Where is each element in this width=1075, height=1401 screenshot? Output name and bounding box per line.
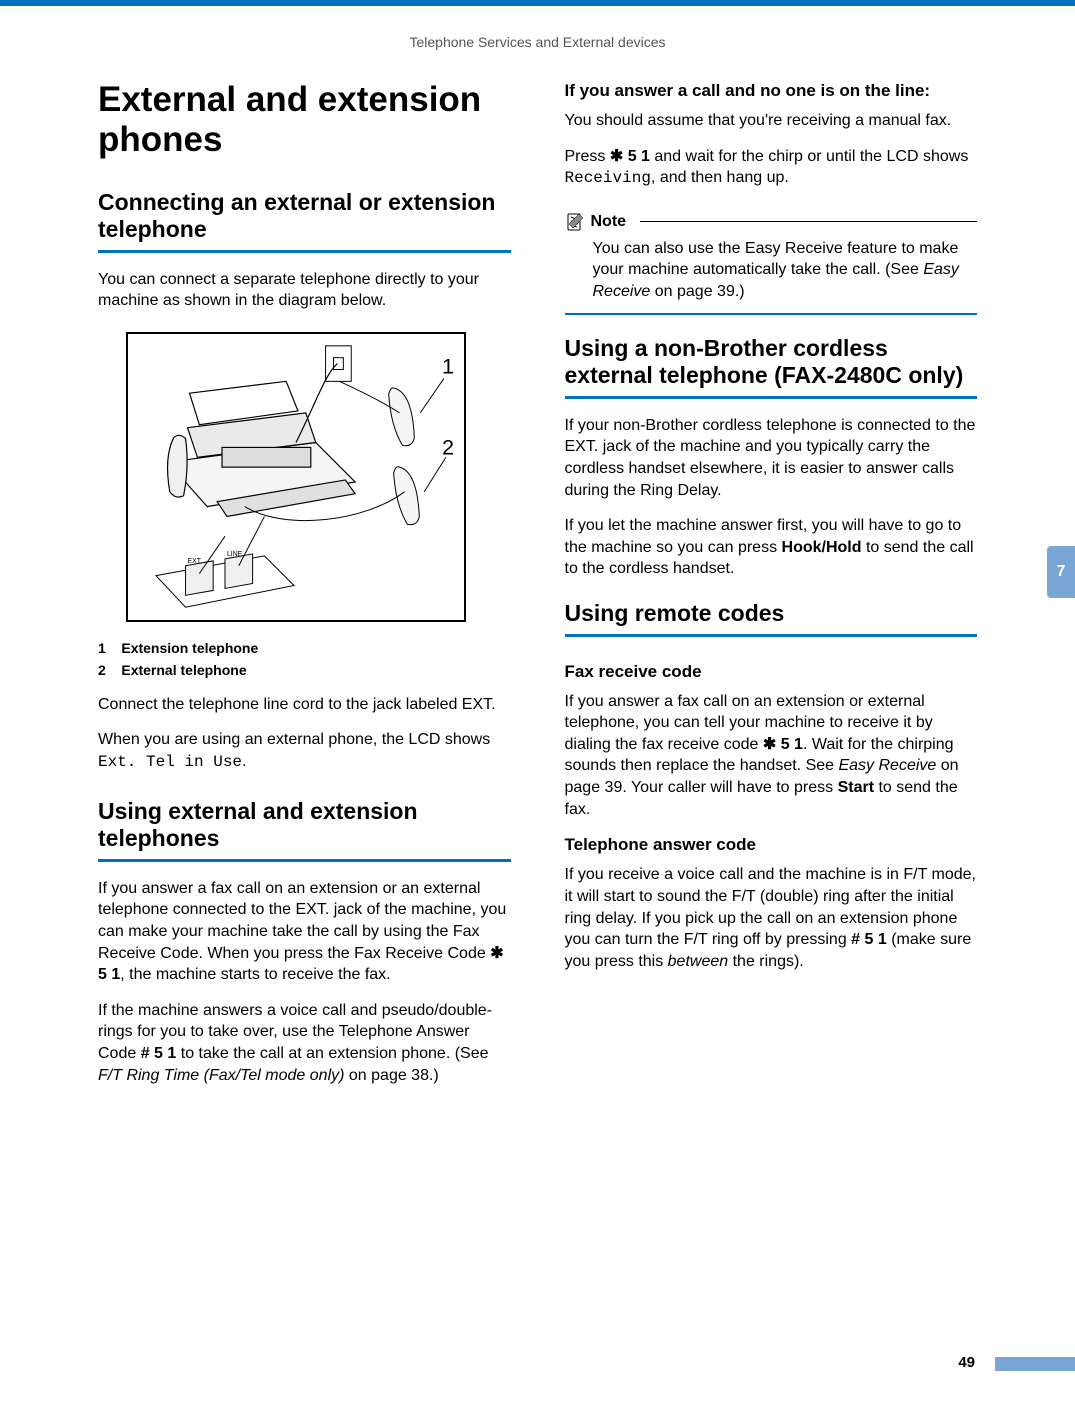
code: ✱ 5 1 bbox=[610, 148, 650, 165]
page-content: External and extension phones Connecting… bbox=[98, 80, 977, 1331]
text: and wait for the chirp or until the LCD … bbox=[650, 148, 968, 165]
connection-diagram: 1 2 EXT. LINE bbox=[126, 332, 466, 622]
chapter-tab-number: 7 bbox=[1057, 563, 1066, 581]
text: on page 38.) bbox=[344, 1067, 438, 1084]
section-heading-using-ext: Using external and extension telephones bbox=[98, 798, 511, 853]
section-heading-remote-codes: Using remote codes bbox=[565, 600, 978, 628]
text: , the machine starts to receive the fax. bbox=[120, 966, 390, 983]
text: If you answer a fax call on an extension… bbox=[98, 880, 506, 962]
note-body: You can also use the Easy Receive featur… bbox=[565, 232, 978, 315]
heading-rule bbox=[565, 396, 978, 399]
code: ✱ 5 1 bbox=[763, 736, 803, 753]
note-label: Note bbox=[591, 213, 627, 231]
text: on page 39.) bbox=[650, 283, 744, 300]
paragraph: Connect the telephone line cord to the j… bbox=[98, 694, 511, 716]
left-column: External and extension phones Connecting… bbox=[98, 80, 511, 1331]
key-name: Start bbox=[838, 779, 874, 796]
subheading-answer-call: If you answer a call and no one is on th… bbox=[565, 80, 978, 102]
text: When you are using an external phone, th… bbox=[98, 731, 490, 748]
svg-text:EXT.: EXT. bbox=[188, 558, 203, 565]
legend-num: 1 bbox=[98, 640, 106, 656]
cross-ref: F/T Ring Time (Fax/Tel mode only) bbox=[98, 1067, 344, 1084]
chapter-tab: 7 bbox=[1047, 546, 1075, 598]
right-column: If you answer a call and no one is on th… bbox=[565, 80, 978, 1331]
text: . bbox=[242, 753, 246, 770]
paragraph: If you answer a fax call on an extension… bbox=[98, 878, 511, 986]
main-heading: External and extension phones bbox=[98, 80, 511, 161]
section-heading-cordless: Using a non-Brother cordless external te… bbox=[565, 335, 978, 390]
paragraph: If the machine answers a voice call and … bbox=[98, 1000, 511, 1086]
diagram-legend: 1 Extension telephone 2 External telepho… bbox=[98, 640, 511, 684]
diagram-svg: 1 2 EXT. LINE bbox=[128, 334, 464, 620]
running-header: Telephone Services and External devices bbox=[0, 34, 1075, 50]
text: Press bbox=[565, 148, 610, 165]
page-number: 49 bbox=[958, 1354, 975, 1371]
svg-text:LINE: LINE bbox=[227, 551, 243, 558]
paragraph: If your non-Brother cordless telephone i… bbox=[565, 415, 978, 501]
text: You can also use the Easy Receive featur… bbox=[593, 240, 959, 279]
paragraph: Press ✱ 5 1 and wait for the chirp or un… bbox=[565, 146, 978, 190]
note-header: Note bbox=[565, 212, 978, 232]
legend-item-2: 2 External telephone bbox=[98, 662, 511, 678]
lcd-text: Receiving bbox=[565, 169, 651, 187]
paragraph: When you are using an external phone, th… bbox=[98, 729, 511, 773]
paragraph: If you receive a voice call and the mach… bbox=[565, 864, 978, 972]
code: # 5 1 bbox=[141, 1045, 177, 1062]
legend-text: Extension telephone bbox=[121, 640, 258, 656]
legend-text: External telephone bbox=[121, 662, 246, 678]
section-heading-connecting: Connecting an external or extension tele… bbox=[98, 189, 511, 244]
lcd-text: Ext. Tel in Use bbox=[98, 753, 242, 771]
top-accent-bar bbox=[0, 0, 1075, 6]
text: to take the call at an extension phone. … bbox=[176, 1045, 488, 1062]
paragraph: You should assume that you're receiving … bbox=[565, 110, 978, 132]
legend-item-1: 1 Extension telephone bbox=[98, 640, 511, 656]
paragraph: If you answer a fax call on an extension… bbox=[565, 691, 978, 821]
text: the rings). bbox=[728, 953, 804, 970]
emphasis: between bbox=[668, 953, 729, 970]
text: , and then hang up. bbox=[651, 169, 789, 186]
diagram-callout-2: 2 bbox=[442, 434, 454, 459]
heading-rule bbox=[98, 250, 511, 253]
key-name: Hook/Hold bbox=[782, 539, 862, 556]
cross-ref: Easy Receive bbox=[838, 757, 936, 774]
heading-rule bbox=[565, 634, 978, 637]
footer-accent-bar bbox=[995, 1357, 1075, 1371]
diagram-callout-1: 1 bbox=[442, 353, 454, 378]
paragraph: If you let the machine answer first, you… bbox=[565, 515, 978, 580]
paragraph: You can connect a separate telephone dir… bbox=[98, 269, 511, 312]
note-rule bbox=[640, 221, 977, 222]
note-box: Note You can also use the Easy Receive f… bbox=[565, 212, 978, 315]
code: # 5 1 bbox=[851, 931, 887, 948]
legend-num: 2 bbox=[98, 662, 106, 678]
subheading-tel-answer: Telephone answer code bbox=[565, 834, 978, 856]
subheading-fax-receive: Fax receive code bbox=[565, 661, 978, 683]
heading-rule bbox=[98, 859, 511, 862]
note-icon bbox=[565, 212, 585, 232]
